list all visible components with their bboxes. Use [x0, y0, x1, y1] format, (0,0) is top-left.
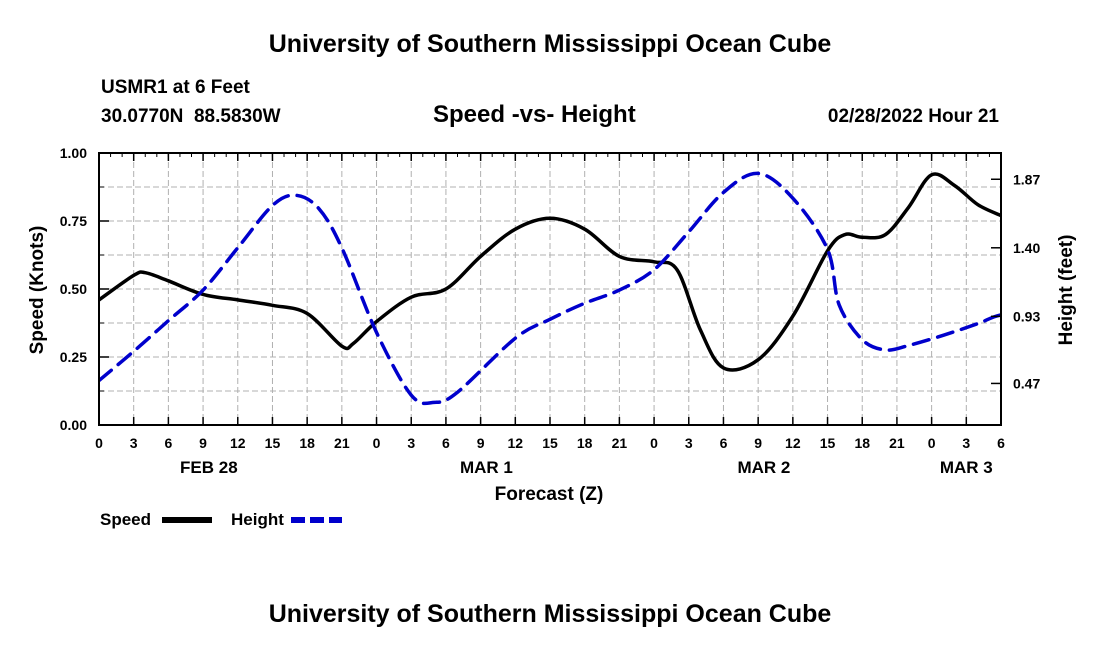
y2-axis-label: Height (feet) — [1056, 235, 1077, 346]
x-tick-label: 6 — [997, 435, 1005, 451]
x-axis-label: Forecast (Z) — [495, 484, 604, 505]
date-label: MAR 2 — [737, 458, 790, 477]
x-tick-label: 6 — [442, 435, 450, 451]
x-tick-label: 18 — [577, 435, 593, 451]
y-tick-label: 0.00 — [60, 417, 87, 433]
x-tick-label: 12 — [230, 435, 246, 451]
y-tick-label: 1.00 — [60, 145, 87, 161]
coordinates-label: 30.0770N 88.5830W — [101, 106, 281, 127]
x-tick-label: 12 — [508, 435, 524, 451]
x-tick-label: 21 — [334, 435, 350, 451]
series-layer — [99, 171, 1001, 406]
x-tick-label: 9 — [477, 435, 485, 451]
x-tick-label: 0 — [928, 435, 936, 451]
x-tick-label: 0 — [95, 435, 103, 451]
y-tick-label: 0.75 — [60, 213, 87, 229]
x-tick-label: 9 — [754, 435, 762, 451]
x-tick-label: 3 — [407, 435, 415, 451]
x-tick-label: 21 — [889, 435, 905, 451]
y-tick-label: 0.50 — [60, 281, 87, 297]
legend-speed-swatch — [162, 517, 212, 523]
legend-height-label: Height — [231, 510, 284, 529]
x-tick-label: 6 — [720, 435, 728, 451]
x-tick-label: 15 — [820, 435, 836, 451]
date-label: FEB 28 — [180, 458, 238, 477]
footer-title: University of Southern Mississippi Ocean… — [268, 600, 832, 628]
y-tick-label: 0.25 — [60, 349, 87, 365]
x-tick-label: 12 — [785, 435, 801, 451]
y2-tick-label: 0.47 — [1013, 375, 1040, 391]
x-tick-label: 3 — [685, 435, 693, 451]
y-axis-label: Speed (Knots) — [27, 226, 48, 355]
station-label: USMR1 at 6 Feet — [101, 77, 250, 98]
x-tick-label: 9 — [199, 435, 207, 451]
x-tick-label: 21 — [612, 435, 628, 451]
x-tick-label: 18 — [299, 435, 315, 451]
date-label: MAR 1 — [460, 458, 513, 477]
axes: 0 3 6 9 12 15 18 21 0 3 6 9 12 15 18 21 0 3 6 9 12 15 18 21 0 3 6F… — [60, 145, 1041, 477]
speed-series-line — [99, 172, 1001, 372]
chart-subtitle: Speed -vs- Height — [433, 101, 636, 128]
y2-tick-label: 0.93 — [1013, 308, 1040, 324]
legend-speed-label: Speed — [100, 510, 152, 529]
chart-title: University of Southern Mississippi Ocean… — [268, 30, 832, 58]
y2-tick-label: 1.87 — [1013, 171, 1040, 187]
x-tick-label: 0 — [650, 435, 658, 451]
y2-tick-label: 1.40 — [1013, 240, 1040, 256]
date-label: MAR 3 — [940, 458, 993, 477]
x-tick-label: 18 — [854, 435, 870, 451]
x-tick-label: 6 — [164, 435, 172, 451]
grid-lines — [99, 153, 1001, 425]
height-series-line — [99, 171, 1001, 406]
forecast-datetime: 02/28/2022 Hour 21 — [827, 106, 999, 127]
x-tick-label: 15 — [265, 435, 281, 451]
x-tick-label: 3 — [130, 435, 138, 451]
x-tick-label: 15 — [542, 435, 558, 451]
x-tick-label: 3 — [962, 435, 970, 451]
x-tick-label: 0 — [373, 435, 381, 451]
legend-height-swatch — [291, 517, 342, 523]
